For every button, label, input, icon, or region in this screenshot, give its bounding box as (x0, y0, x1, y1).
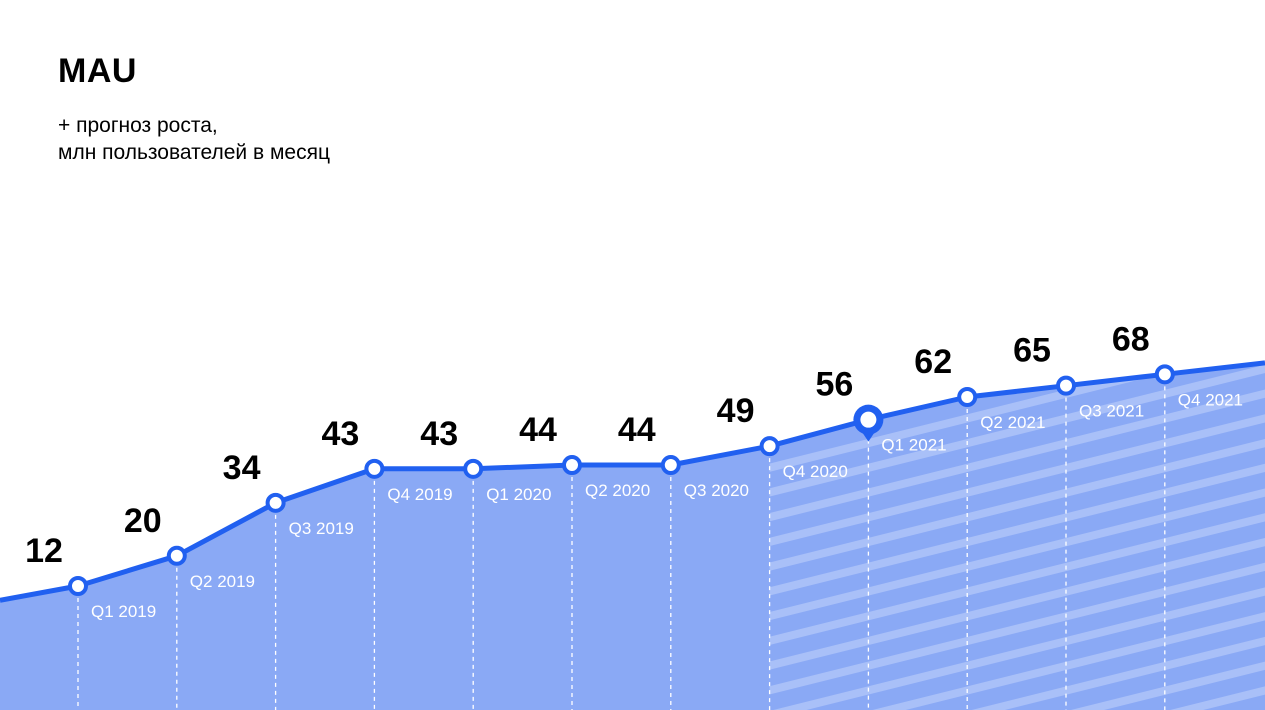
current-point-marker (853, 404, 884, 442)
series-line (0, 360, 1265, 603)
data-point (364, 458, 385, 479)
subtitle-line-1: + прогноз роста, (58, 114, 218, 137)
chart-title: MAU (58, 52, 137, 90)
data-point (265, 492, 286, 513)
quarter-label: Q1 2019 (91, 602, 156, 621)
chart-subtitle: + прогноз роста, млн пользователей в мес… (58, 112, 330, 166)
data-point (562, 455, 582, 476)
value-label: 43 (420, 415, 458, 453)
quarter-label: Q2 2021 (980, 413, 1045, 432)
data-point (1154, 364, 1175, 385)
quarter-label: Q2 2019 (190, 572, 255, 591)
quarter-label: Q1 2020 (486, 485, 551, 504)
value-label: 65 (1013, 332, 1051, 370)
data-point (68, 576, 88, 596)
value-label: 43 (321, 415, 359, 453)
subtitle-line-2: млн пользователей в месяц (58, 141, 330, 164)
point-layer (68, 364, 1175, 596)
quarter-label: Q3 2020 (684, 481, 749, 500)
current-point-inner (860, 411, 877, 428)
quarter-label: Q1 2021 (881, 436, 946, 455)
line-layer (0, 360, 1265, 603)
dropline-layer (77, 386, 1166, 710)
data-point (759, 436, 780, 457)
quarter-label: Q4 2020 (783, 462, 848, 481)
data-point (463, 458, 484, 479)
label-layer: 12 Q1 2019 20 Q2 2019 34 Q3 2019 43 Q4 2019 43 Q1… (25, 320, 1243, 621)
quarter-label: Q2 2020 (585, 481, 650, 500)
data-point (1056, 375, 1076, 396)
quarter-label: Q4 2021 (1178, 390, 1243, 409)
value-label: 34 (223, 449, 261, 487)
value-label: 56 (815, 366, 853, 404)
value-label: 68 (1112, 320, 1150, 358)
data-point (957, 387, 978, 407)
value-label: 44 (519, 411, 557, 449)
value-label: 62 (914, 343, 952, 381)
value-label: 20 (124, 502, 162, 540)
value-label: 44 (618, 411, 656, 449)
data-point (166, 545, 187, 566)
value-label: 49 (717, 392, 755, 430)
data-point (660, 455, 681, 476)
value-label: 12 (25, 532, 63, 570)
quarter-label: Q3 2019 (289, 519, 354, 538)
quarter-label: Q4 2019 (387, 485, 452, 504)
quarter-label: Q3 2021 (1079, 402, 1144, 421)
